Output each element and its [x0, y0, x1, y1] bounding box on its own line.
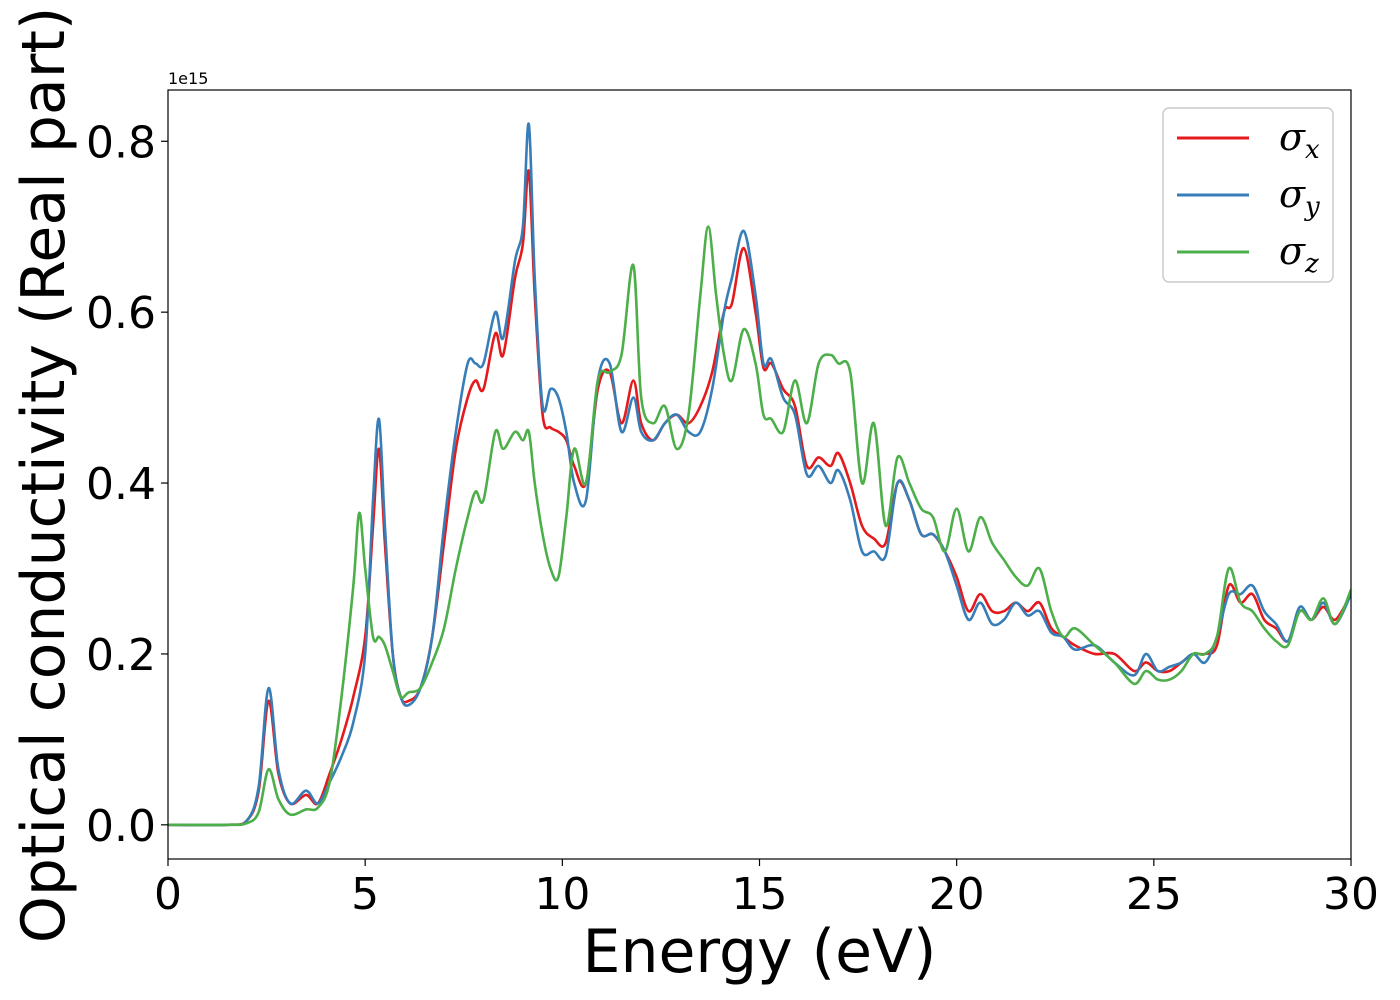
y-offset-label: 1e15 [168, 69, 208, 88]
x-tick-label: 20 [929, 869, 985, 920]
x-tick-label: 25 [1126, 869, 1182, 920]
x-tick-label: 10 [534, 869, 590, 920]
x-tick-label: 30 [1323, 869, 1379, 920]
legend-label-y: σy [1279, 172, 1320, 222]
series-line-y [168, 122, 1351, 827]
series-layer [168, 122, 1351, 827]
x-tick-label: 5 [351, 869, 379, 920]
y-axis-ticks: 0.0 0.2 0.4 0.6 0.8 [86, 117, 168, 852]
legend-label-z: σz [1279, 229, 1319, 279]
legend-label-x: σx [1279, 115, 1320, 165]
x-tick-label: 15 [732, 869, 788, 920]
y-tick-label: 0.8 [86, 117, 156, 168]
x-tick-label: 0 [154, 869, 182, 920]
legend: σx σy σz [1162, 107, 1334, 283]
y-tick-label: 0.6 [86, 288, 156, 339]
x-axis-ticks: 0 5 10 15 20 25 30 [154, 859, 1379, 920]
y-axis-title: Optical conductivity (Real part) [9, 7, 79, 944]
series-line-z [168, 225, 1351, 827]
y-tick-label: 0.4 [86, 459, 156, 510]
y-tick-label: 0.0 [86, 801, 156, 852]
x-axis-title: Energy (eV) [583, 917, 937, 987]
y-tick-label: 0.2 [86, 630, 156, 681]
